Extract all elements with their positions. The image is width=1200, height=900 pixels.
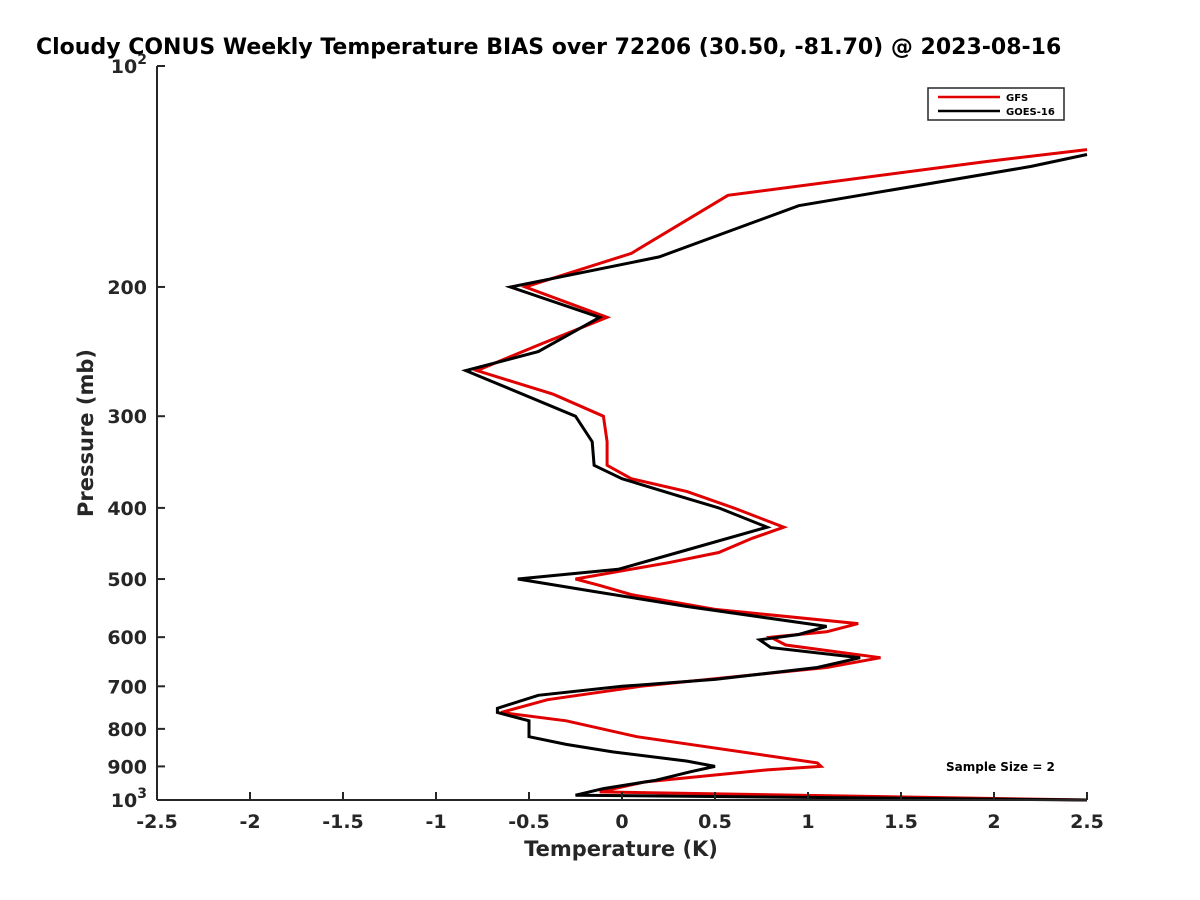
series-line-goes16 bbox=[461, 153, 1088, 802]
y-tick-label: 600 bbox=[107, 627, 147, 649]
y-tick-label: 200 bbox=[107, 277, 147, 299]
plot-area: -2.5 -2 -1.5 -1 -0.5 0 0.5 1 1.5 2 2.5 102 200 300 40… bbox=[107, 52, 1104, 833]
x-axis-label: Temperature (K) bbox=[524, 837, 718, 861]
x-axis-ticks: -2.5 -2 -1.5 -1 -0.5 0 0.5 1 1.5 2 2.5 bbox=[136, 792, 1104, 833]
x-tick-label: 0 bbox=[615, 811, 628, 833]
x-tick-label: -2.5 bbox=[136, 811, 178, 833]
legend-label-gfs: GFS bbox=[1006, 93, 1028, 104]
legend: GFS GOES-16 bbox=[927, 87, 1065, 121]
y-tick-label: 102 bbox=[111, 52, 147, 78]
legend-box bbox=[927, 87, 1065, 121]
y-tick-label: 700 bbox=[107, 676, 147, 698]
x-tick-label: 1.5 bbox=[884, 811, 918, 833]
series-line-gfs bbox=[472, 148, 1088, 802]
y-tick-label: 103 bbox=[111, 786, 147, 812]
x-tick-label: 1 bbox=[801, 811, 814, 833]
x-tick-label: -1.5 bbox=[322, 811, 364, 833]
y-tick-label: 900 bbox=[107, 756, 147, 778]
x-tick-label: -1 bbox=[425, 811, 446, 833]
y-axis-label: Pressure (mb) bbox=[74, 349, 98, 517]
series-layer bbox=[461, 148, 1088, 802]
x-tick-label: -0.5 bbox=[508, 811, 550, 833]
y-tick-label: 800 bbox=[107, 719, 147, 741]
y-tick-label: 500 bbox=[107, 569, 147, 591]
y-tick-label: 400 bbox=[107, 498, 147, 520]
y-tick-label: 300 bbox=[107, 406, 147, 428]
x-tick-label: 0.5 bbox=[698, 811, 732, 833]
x-tick-label: 2 bbox=[987, 811, 1000, 833]
legend-label-goes16: GOES-16 bbox=[1006, 107, 1055, 118]
y-axis-ticks: 102 200 300 400 500 600 700 800 900 103 bbox=[107, 52, 165, 812]
chart-title: Cloudy CONUS Weekly Temperature BIAS ove… bbox=[36, 35, 1061, 60]
sample-size-annotation: Sample Size = 2 bbox=[946, 760, 1055, 774]
x-tick-label: -2 bbox=[239, 811, 260, 833]
x-tick-label: 2.5 bbox=[1070, 811, 1104, 833]
